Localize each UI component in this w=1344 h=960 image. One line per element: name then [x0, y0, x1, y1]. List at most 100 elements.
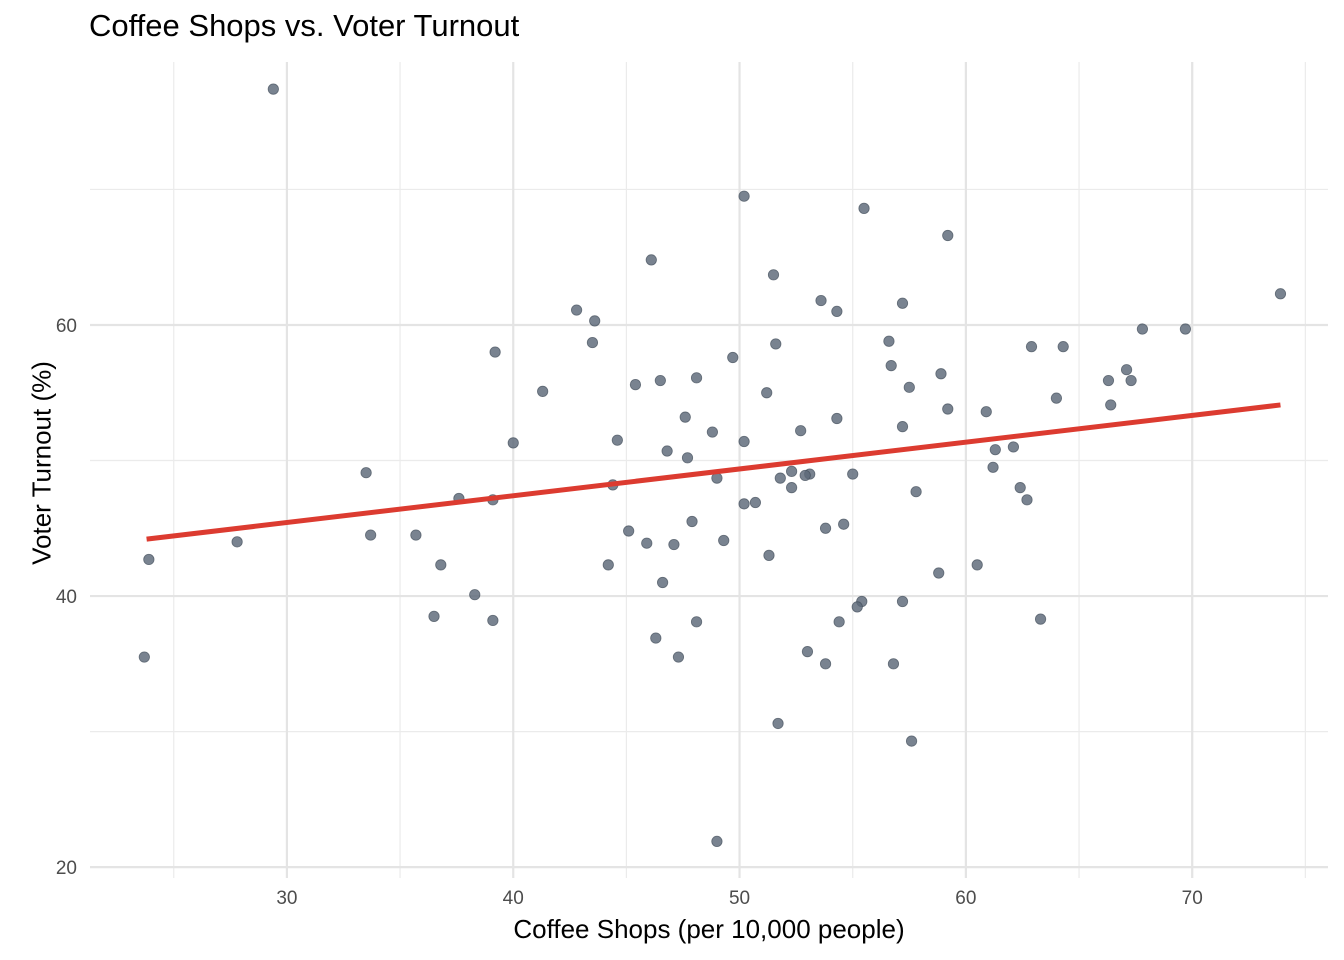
data-point: [903, 381, 915, 393]
y-axis-ticks: 20 40 60: [56, 316, 77, 879]
major-gridlines: [90, 62, 1328, 878]
data-point: [896, 421, 909, 433]
data-point: [1034, 613, 1047, 625]
data-point: [1274, 288, 1287, 300]
data-point: [428, 610, 440, 622]
data-point: [570, 304, 583, 316]
data-point: [507, 437, 519, 449]
data-point: [1105, 399, 1117, 411]
data-point: [231, 536, 243, 548]
data-point: [738, 190, 750, 202]
data-point: [1050, 392, 1063, 404]
data-point: [786, 465, 798, 477]
x-axis-ticks: 30 40 50 60 70: [276, 888, 1202, 909]
data-point: [942, 403, 954, 415]
trend-line-group: [146, 402, 1281, 542]
data-point: [786, 482, 798, 494]
data-point: [672, 651, 685, 663]
data-point: [586, 336, 599, 349]
data-point: [1014, 482, 1026, 494]
data-point: [469, 589, 481, 601]
data-point: [629, 379, 642, 391]
data-point: [686, 515, 698, 528]
data-point: [838, 518, 850, 530]
y-axis-label: Voter Turnout (%): [26, 361, 57, 565]
data-point: [774, 472, 786, 484]
data-point: [933, 567, 945, 579]
data-point: [858, 202, 870, 214]
data-point: [761, 387, 773, 399]
trend-line: [146, 402, 1281, 542]
data-point: [679, 411, 691, 423]
data-point: [831, 412, 843, 425]
data-point: [772, 717, 784, 730]
data-point: [711, 835, 723, 848]
data-point: [896, 297, 909, 309]
data-point: [942, 229, 954, 242]
data-point: [360, 467, 372, 479]
y-tick-label: 40: [56, 587, 77, 608]
data-point: [661, 445, 673, 457]
data-point: [767, 269, 780, 281]
data-point: [1120, 364, 1133, 376]
data-point: [749, 496, 761, 509]
chart-title: Coffee Shops vs. Voter Turnout: [89, 8, 520, 43]
data-point: [801, 646, 814, 658]
data-point: [489, 346, 501, 358]
data-point: [487, 614, 499, 627]
data-point: [989, 444, 1001, 456]
data-point: [1057, 341, 1069, 353]
data-point: [138, 651, 150, 663]
data-point: [833, 616, 845, 628]
data-point: [905, 735, 918, 747]
data-point: [885, 360, 897, 372]
data-point: [1021, 494, 1033, 506]
data-point: [1179, 323, 1192, 335]
data-point: [718, 534, 730, 547]
data-point: [1025, 341, 1038, 353]
data-point: [657, 576, 669, 589]
x-tick-label: 50: [729, 888, 750, 909]
data-point: [738, 435, 750, 448]
data-point: [589, 315, 601, 327]
data-point: [706, 426, 718, 438]
data-point: [681, 452, 694, 464]
minor-gridlines: [90, 62, 1328, 878]
data-point: [851, 601, 863, 613]
data-point: [727, 351, 739, 364]
data-point: [910, 486, 922, 498]
x-axis-label: Coffee Shops (per 10,000 people): [513, 914, 905, 944]
x-tick-label: 40: [503, 888, 524, 909]
data-point: [770, 338, 782, 350]
data-point: [1125, 374, 1137, 387]
data-point: [143, 553, 155, 566]
data-point: [831, 305, 843, 318]
data-point: [883, 335, 895, 347]
data-point: [799, 469, 811, 482]
data-point: [690, 616, 703, 628]
data-point: [896, 595, 909, 608]
data-point: [1102, 374, 1115, 387]
data-point: [602, 559, 614, 571]
x-tick-label: 30: [276, 888, 297, 909]
data-point: [365, 529, 377, 541]
data-point: [987, 461, 999, 473]
data-point: [611, 434, 623, 446]
data-point: [537, 385, 549, 397]
data-points: [138, 83, 1287, 848]
data-point: [668, 538, 680, 551]
y-tick-label: 20: [56, 858, 77, 879]
data-point: [980, 406, 992, 418]
data-point: [971, 559, 983, 571]
data-point: [795, 425, 807, 437]
data-point: [645, 254, 657, 266]
data-point: [410, 529, 422, 541]
y-tick-label: 60: [56, 316, 77, 337]
data-point: [1007, 441, 1020, 453]
data-point: [435, 559, 447, 571]
data-point: [623, 525, 635, 537]
data-point: [650, 632, 662, 644]
data-point: [935, 368, 947, 380]
data-point: [654, 374, 666, 387]
